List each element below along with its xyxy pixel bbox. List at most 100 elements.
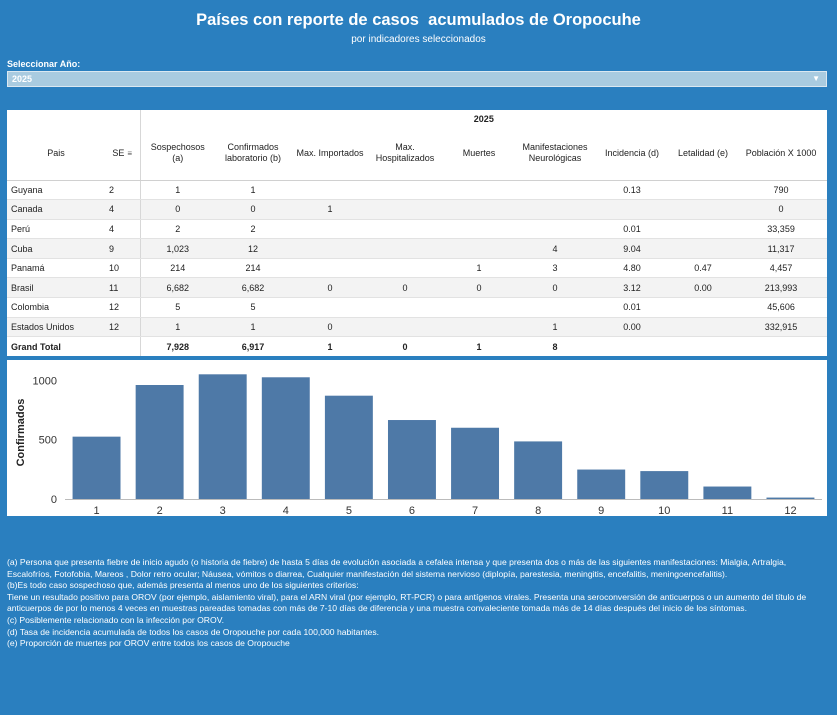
year-filter-dropdown[interactable]: 2025 ▼ — [7, 71, 827, 87]
bar-week-6[interactable] — [387, 420, 436, 499]
table-cell: 0 — [291, 317, 369, 338]
x-tick-label: 9 — [598, 505, 604, 516]
x-tick-label: 3 — [220, 505, 226, 516]
table-cell — [441, 199, 517, 220]
column-header: Población X 1000 — [735, 127, 828, 181]
bar-week-4[interactable] — [261, 377, 310, 499]
table-cell — [517, 219, 593, 240]
bar-week-10[interactable] — [640, 471, 689, 499]
table-cell: 790 — [735, 180, 828, 201]
bar-week-11[interactable] — [703, 486, 752, 499]
table-cell: 0 — [140, 199, 215, 220]
table-cell: 1 — [215, 317, 291, 338]
column-header-label: Confirmados laboratorio (b) — [224, 142, 282, 164]
table-cell: 45,606 — [735, 297, 828, 318]
table-row: Perú 4 2 2 0.01 33,359 — [7, 219, 828, 240]
y-tick-label: 0 — [51, 494, 57, 506]
table-cell: 1 — [140, 317, 215, 338]
table-cell: 11,317 — [735, 238, 828, 259]
table-cell: 1 — [291, 199, 369, 220]
table-cell: 3 — [517, 258, 593, 279]
country-cell: Guyana — [7, 180, 105, 201]
x-tick-label: 1 — [93, 505, 99, 516]
table-cell: 12 — [105, 297, 141, 318]
table-cell: 12 — [105, 317, 141, 338]
bar-week-5[interactable] — [324, 395, 373, 499]
column-header-label: Letalidad (e) — [677, 147, 729, 158]
column-header-label: Max. Importados — [296, 147, 364, 158]
table-cell: 0.01 — [593, 219, 671, 240]
table-cell: 33,359 — [735, 219, 828, 240]
table-cell: 0.00 — [593, 317, 671, 338]
country-cell: Panamá — [7, 258, 105, 279]
table-cell: 4.80 — [593, 258, 671, 279]
table-cell — [441, 219, 517, 240]
table-row: Panamá 10 214 214 1 3 4.80 0.47 4,457 — [7, 258, 828, 279]
table-cell: 0 — [291, 277, 369, 299]
country-cell: Brasil — [7, 277, 105, 299]
x-tick-label: 10 — [658, 505, 670, 516]
column-header-label: SE — [112, 147, 125, 158]
footnote: (b)Es todo caso sospechoso que, además p… — [7, 580, 359, 591]
table-cell — [517, 199, 593, 220]
table-cell: 12 — [215, 238, 291, 259]
table-cell: 1 — [441, 336, 517, 357]
table-cell: 0 — [215, 199, 291, 220]
table-row: Canada 4 0 0 1 0 — [7, 199, 828, 220]
table-cell — [671, 219, 735, 240]
column-header: Max. Importados — [291, 127, 369, 181]
bar-week-3[interactable] — [198, 374, 247, 499]
table-cell: 4 — [105, 199, 141, 220]
column-header: Max. Hospitalizados — [369, 127, 441, 181]
column-header: Letalidad (e) — [671, 127, 735, 181]
column-header: Pais — [7, 127, 105, 181]
table-cell — [369, 199, 441, 220]
bar-week-2[interactable] — [135, 385, 184, 499]
bar-week-8[interactable] — [514, 441, 563, 499]
x-tick-label: 12 — [784, 505, 796, 516]
sort-icon[interactable]: ≡ — [127, 148, 133, 158]
table-cell — [517, 180, 593, 201]
table-row: Guyana 2 1 1 0.13 790 — [7, 180, 828, 201]
country-cell: Colombia — [7, 297, 105, 318]
table-cell: 0.13 — [593, 180, 671, 201]
table-cell — [291, 258, 369, 279]
table-cell: 6,682 — [140, 277, 215, 299]
table-row: Colombia 12 5 5 0.01 45,606 — [7, 297, 828, 318]
table-row: Cuba 9 1,023 12 4 9.04 11,317 — [7, 238, 828, 259]
table-cell: 0 — [735, 199, 828, 220]
table-cell: 1 — [291, 336, 369, 357]
table-cell: 0.47 — [671, 258, 735, 279]
y-tick-label: 500 — [39, 435, 57, 447]
table-cell — [517, 297, 593, 318]
page-subtitle: por indicadores seleccionados — [351, 34, 486, 45]
table-cell: 7,928 — [140, 336, 215, 357]
table-cell — [369, 180, 441, 201]
bar-week-12[interactable] — [766, 497, 815, 499]
table-cell — [671, 297, 735, 318]
indicators-table: 2025 Pais SE ≡ Sospechosos (a) Confirmados l… — [7, 110, 828, 357]
table-cell: 6,682 — [215, 277, 291, 299]
bar-week-7[interactable] — [451, 427, 500, 499]
column-header: Muertes — [441, 127, 517, 181]
column-header-label: Manifestaciones Neurológicas — [522, 142, 588, 164]
table-cell — [369, 317, 441, 338]
country-cell: Perú — [7, 219, 105, 240]
table-cell: 4 — [105, 219, 141, 240]
table-cell — [671, 238, 735, 259]
table-cell — [671, 317, 735, 338]
table-cell: 2 — [105, 180, 141, 201]
x-tick-label: 6 — [409, 505, 415, 516]
bar-week-9[interactable] — [577, 469, 626, 499]
table-cell: 8 — [517, 336, 593, 357]
year-filter-value: 2025 — [12, 74, 33, 84]
table-cell — [441, 238, 517, 259]
column-header-label: Max. Hospitalizados — [375, 142, 435, 164]
table-cell: 1 — [441, 258, 517, 279]
column-header: SE ≡ — [105, 127, 141, 181]
chevron-down-icon[interactable]: ▼ — [812, 74, 820, 83]
bar-week-1[interactable] — [72, 436, 121, 499]
table-cell: 0.01 — [593, 297, 671, 318]
x-tick-label: 5 — [346, 505, 352, 516]
